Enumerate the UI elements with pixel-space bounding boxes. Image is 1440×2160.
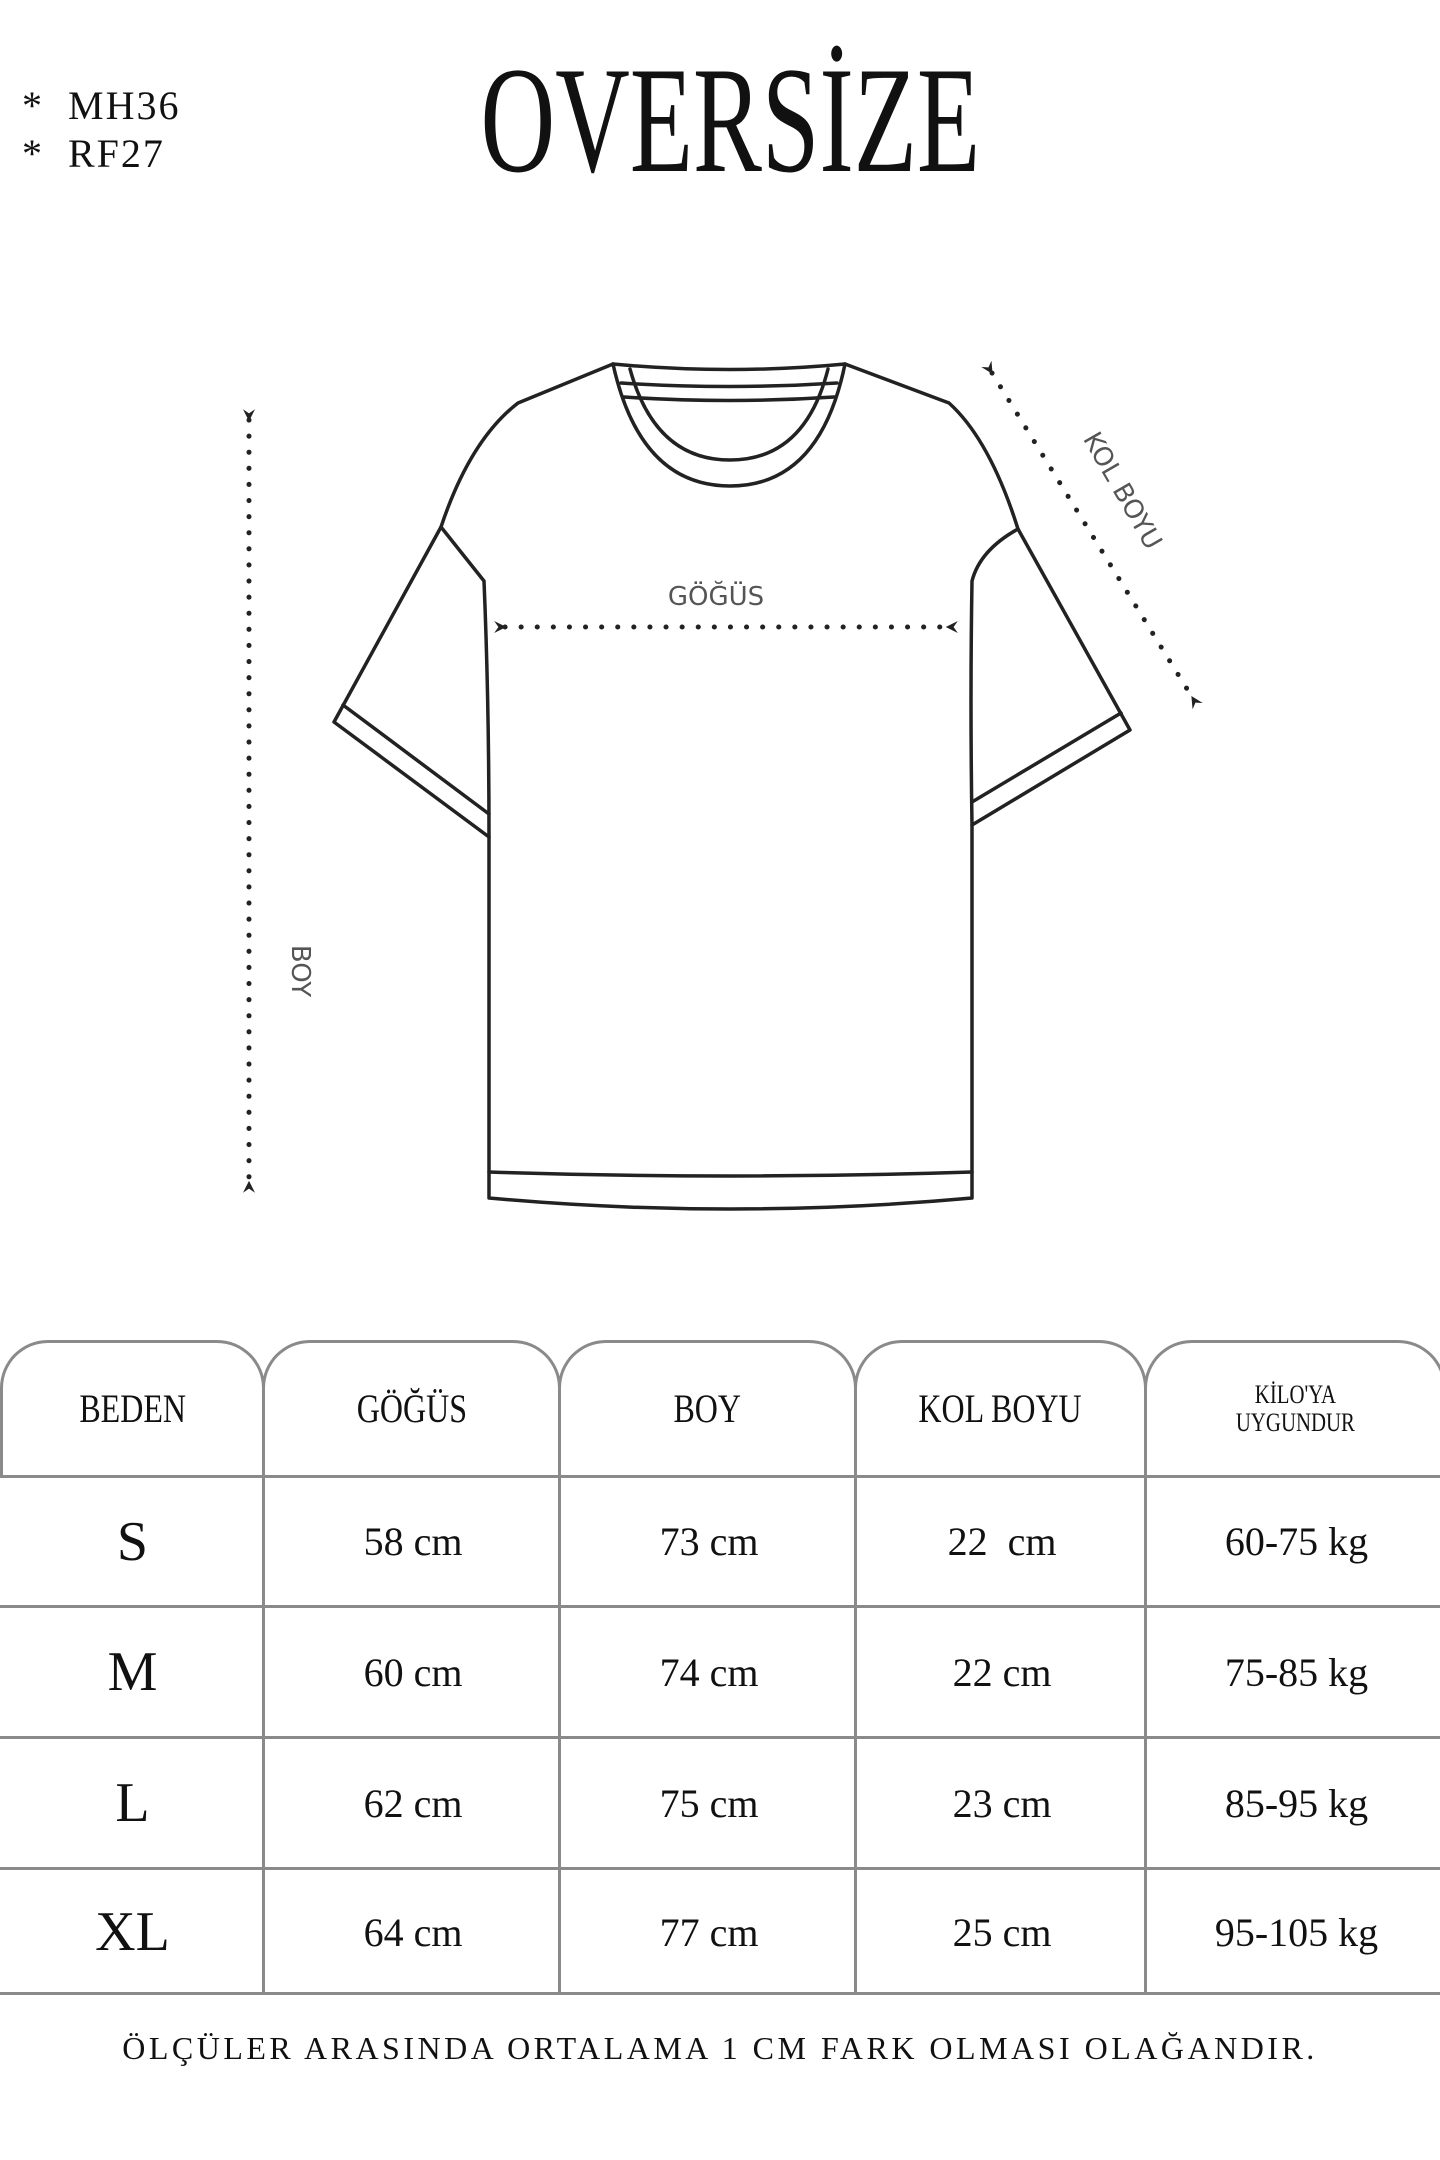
size-cell: S xyxy=(0,1475,265,1605)
header-kol-boyu: KOL BOYU xyxy=(854,1340,1147,1475)
product-code: * MH36 xyxy=(22,83,181,128)
header-label: BEDEN xyxy=(79,1386,186,1431)
table-cell-gogus: 64 cm xyxy=(262,1867,561,1994)
footer-note: ÖLÇÜLER ARASINDA ORTALAMA 1 CM FARK OLMA… xyxy=(122,2030,1318,2066)
table-cell-boy: 74 cm xyxy=(558,1605,857,1736)
sleeve-arrow-icon xyxy=(981,360,1203,710)
header-gogus: GÖĞÜS xyxy=(262,1340,561,1475)
table-cell-boy: 77 cm xyxy=(558,1867,857,1994)
header-label: KİLO'YA UYGUNDUR xyxy=(1235,1381,1354,1437)
table-bottom-border xyxy=(0,1992,1440,1995)
table-cell-kol-boyu: 22 cm xyxy=(854,1475,1147,1605)
header-beden: BEDEN xyxy=(0,1340,265,1475)
header-label-line: UYGUNDUR xyxy=(1235,1408,1355,1437)
tshirt-icon xyxy=(332,362,1132,1211)
header-label-line: KİLO'YA xyxy=(1254,1380,1336,1409)
product-code: * RF27 xyxy=(22,131,165,176)
chest-label: GÖĞÜS xyxy=(668,580,764,612)
table-cell-kol-boyu: 23 cm xyxy=(854,1736,1147,1867)
table-cell-kol-boyu: 25 cm xyxy=(854,1867,1147,1994)
size-cell: L xyxy=(0,1736,265,1867)
table-cell-kol-boyu: 22 cm xyxy=(854,1605,1147,1736)
header-kilo: KİLO'YA UYGUNDUR xyxy=(1144,1340,1440,1475)
tshirt-diagram: GÖĞÜS KOL BOYU BOY xyxy=(243,360,1203,1211)
length-label: BOY xyxy=(285,945,315,997)
product-codes: * MH36 * RF27 xyxy=(22,82,180,178)
header-label: GÖĞÜS xyxy=(356,1386,467,1431)
sleeve-length-label: KOL BOYU xyxy=(1076,427,1167,555)
table-cell-gogus: 60 cm xyxy=(262,1605,561,1736)
table-cell-kilo: 60-75 kg xyxy=(1144,1475,1440,1605)
header-label: BOY xyxy=(673,1386,742,1431)
page-title: OVERSİZE xyxy=(0,40,1440,200)
size-cell: XL xyxy=(0,1867,265,1994)
table-cell-boy: 73 cm xyxy=(558,1475,857,1605)
table-cell-boy: 75 cm xyxy=(558,1736,857,1867)
table-cell-gogus: 58 cm xyxy=(262,1475,561,1605)
table-cell-kilo: 95-105 kg xyxy=(1144,1867,1440,1994)
table-cell-gogus: 62 cm xyxy=(262,1736,561,1867)
header-boy: BOY xyxy=(558,1340,857,1475)
table-cell-kilo: 85-95 kg xyxy=(1144,1736,1440,1867)
header-label: KOL BOYU xyxy=(918,1386,1083,1431)
size-cell: M xyxy=(0,1605,265,1736)
title-text: OVERSİZE xyxy=(480,36,980,204)
table-cell-kilo: 75-85 kg xyxy=(1144,1605,1440,1736)
